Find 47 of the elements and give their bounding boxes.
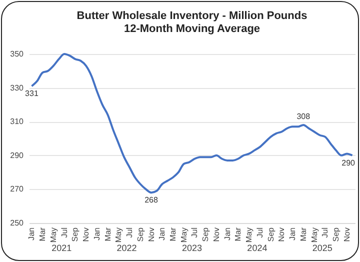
x-tick-label: Sep [136,226,145,242]
x-tick-label: Sep [70,226,80,242]
text: 2025 [312,243,332,253]
x-tick-label: Sep [331,226,340,242]
x-tick-label: Mar [103,227,112,242]
x-tick-label: Jul [320,227,330,238]
chart-title: Butter Wholesale Inventory - Million Pounds [76,10,308,22]
x-tick-label: May [48,228,58,243]
y-tick-label: 330 [10,83,24,92]
text: 2021 [52,243,72,253]
x-tick-label: Nov [342,228,352,242]
y-tick-label: 270 [10,184,24,194]
data-label: 331 [25,89,39,98]
y-tick-label: 250 [10,218,24,228]
x-tick-label: Nov [212,228,221,242]
data-label: 308 [296,112,311,121]
chart-subtitle: 12-Month Moving Average [124,23,260,35]
x-tick-label: Jan [27,228,36,240]
data-label: 290 [342,158,356,168]
x-tick-label: Jan [288,228,298,240]
x-tick-label: Jan [92,228,102,240]
x-tick-label: Jul [255,227,264,238]
x-tick-label: Mar [298,227,308,242]
y-tick-label: 310 [10,117,24,126]
x-tick-label: Jul [190,227,200,238]
text: 2023 [182,243,202,253]
x-tick-label: Nov [82,228,91,242]
x-tick-label: Jan [222,228,232,240]
x-tick-label: Jan [158,228,167,240]
x-tick-label: Mar [38,227,48,242]
x-tick-label: May [179,228,188,243]
x-tick-label: Mar [234,227,243,242]
data-label: 268 [144,196,158,205]
x-tick-label: Jul [60,227,69,238]
x-tick-label: May [310,228,319,243]
text: 2022 [116,243,137,253]
text: 2024 [247,243,268,253]
x-tick-label: Jul [125,227,134,238]
x-tick-label: May [244,228,254,243]
x-tick-label: Sep [201,226,210,242]
y-tick-label: 350 [10,50,24,58]
x-tick-label: Sep [266,226,276,242]
x-tick-label: Mar [168,227,178,242]
x-tick-label: May [114,228,124,243]
x-tick-label: Nov [277,228,286,242]
x-tick-label: Nov [146,228,156,242]
y-tick-label: 290 [10,150,24,160]
